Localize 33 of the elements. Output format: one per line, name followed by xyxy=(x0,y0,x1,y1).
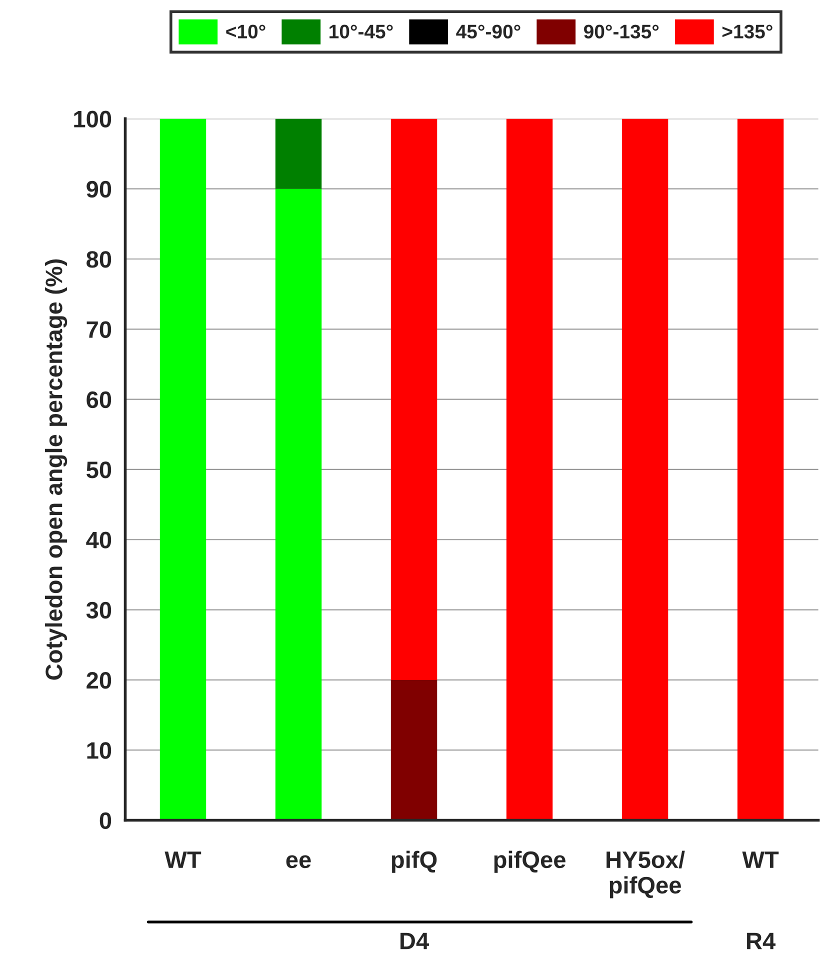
bar xyxy=(390,118,438,680)
bar xyxy=(275,118,322,189)
bar xyxy=(390,680,438,820)
bar xyxy=(622,118,668,820)
legend-label: 90°-135° xyxy=(584,24,659,39)
y-tick-label: 80 xyxy=(86,251,112,268)
legend-label: 45°-90° xyxy=(456,24,520,38)
x-tick-label: pifQ xyxy=(392,850,437,873)
bar xyxy=(506,118,553,820)
y-tick-label: 40 xyxy=(86,532,112,548)
legend-label: >135° xyxy=(722,24,772,39)
y-tick-label: 50 xyxy=(86,462,112,478)
legend-label: <10° xyxy=(226,24,266,38)
bar xyxy=(160,118,206,820)
text: R4 xyxy=(747,932,776,950)
x-tick-label: HY5ox/ pifQee xyxy=(606,850,685,898)
y-tick-label: 10 xyxy=(87,742,112,759)
y-tick-label: 20 xyxy=(86,672,112,689)
y-tick-label: 30 xyxy=(86,602,112,619)
legend-label: 10°-45° xyxy=(330,24,393,38)
x-tick-label: WT xyxy=(164,852,202,868)
y-tick-label: 0 xyxy=(100,812,112,830)
bar xyxy=(275,188,322,820)
y-tick-label: 70 xyxy=(86,321,112,338)
x-tick-label: WT xyxy=(742,852,779,868)
x-tick-label: ee xyxy=(286,855,311,868)
y-tick-label: 100 xyxy=(74,110,112,128)
x-tick-label: pifQee xyxy=(494,850,566,873)
text: D4 xyxy=(400,932,429,950)
bar xyxy=(737,118,784,820)
y-tick-label: 60 xyxy=(86,391,112,408)
y-tick-label: 90 xyxy=(86,180,112,198)
y-axis-title: Cotyledon open angle percentage (%) xyxy=(44,259,68,680)
